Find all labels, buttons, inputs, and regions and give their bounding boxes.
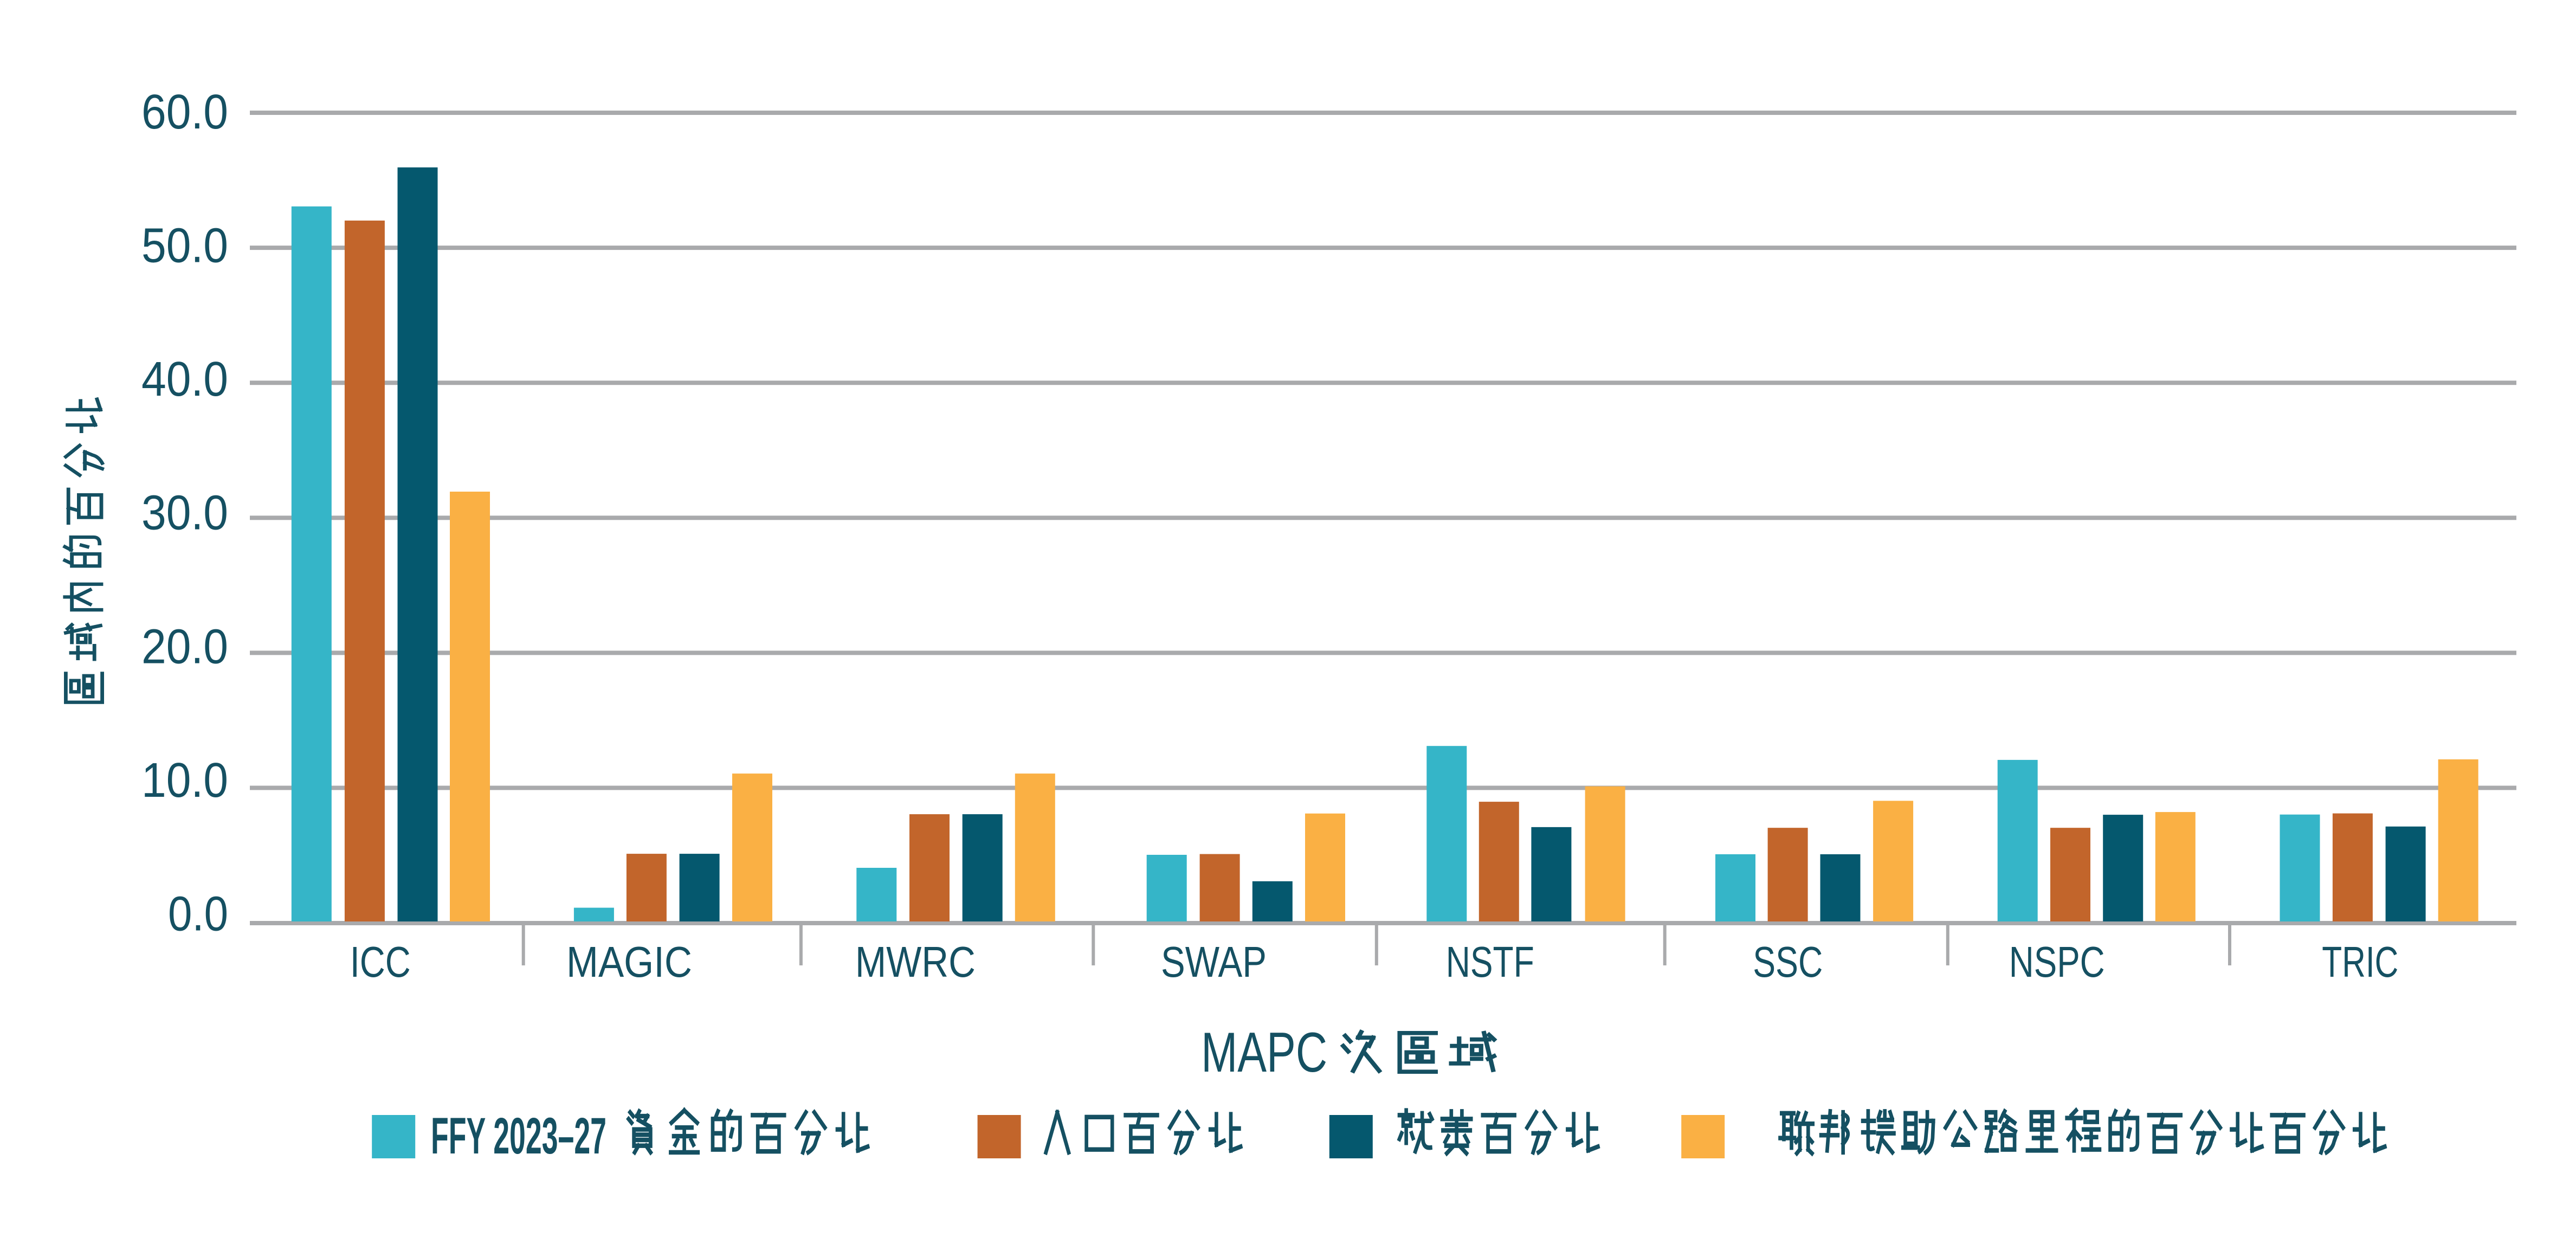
- svg-text:30.0: 30.0: [141, 486, 228, 540]
- svg-text:MAGIC: MAGIC: [566, 938, 692, 986]
- svg-text:MWRC: MWRC: [855, 938, 976, 986]
- svg-text:NSTF: NSTF: [1446, 938, 1534, 986]
- svg-text:FFY 2023–27: FFY 2023–27: [431, 1107, 606, 1165]
- svg-text:20.0: 20.0: [141, 620, 228, 674]
- svg-text:50.0: 50.0: [141, 219, 228, 273]
- svg-text:SSC: SSC: [1753, 938, 1823, 986]
- svg-text:40.0: 40.0: [141, 352, 228, 407]
- svg-text:60.0: 60.0: [141, 85, 228, 139]
- svg-text:0.0: 0.0: [168, 887, 228, 942]
- svg-text:TRIC: TRIC: [2322, 938, 2398, 986]
- svg-text:NSPC: NSPC: [2009, 938, 2105, 986]
- svg-text:SWAP: SWAP: [1161, 938, 1267, 986]
- svg-text:10.0: 10.0: [141, 753, 228, 808]
- svg-text:ICC: ICC: [350, 938, 411, 986]
- svg-text:MAPC: MAPC: [1201, 1021, 1327, 1084]
